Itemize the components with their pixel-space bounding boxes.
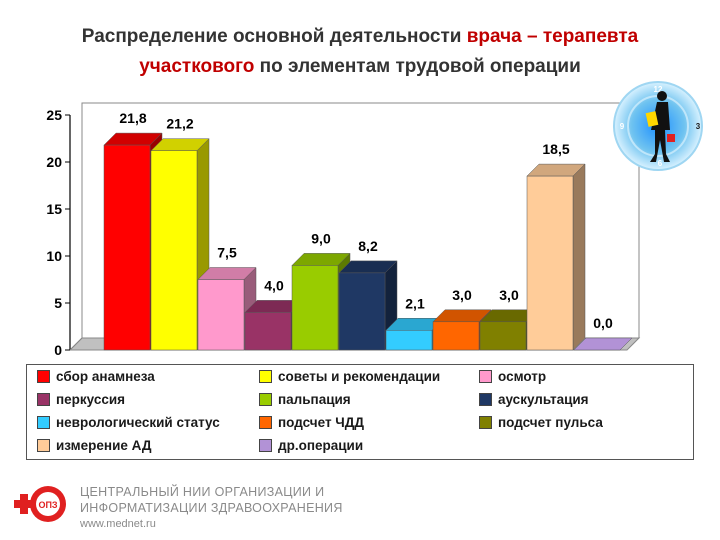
organization-name: ЦЕНТРАЛЬНЫЙ НИИ ОРГАНИЗАЦИИ И ИНФОРМАТИЗ… bbox=[80, 484, 343, 516]
legend-swatch bbox=[37, 370, 50, 383]
doctor-silhouette bbox=[645, 91, 675, 162]
title-part-4: по элементам трудовой операции bbox=[254, 56, 581, 77]
bar-value-label: 9,0 bbox=[311, 230, 331, 246]
legend-label: осмотр bbox=[498, 369, 547, 384]
website-link[interactable]: www.mednet.ru bbox=[80, 518, 156, 530]
org-line-2: ИНФОРМАТИЗАЦИИ ЗДРАВООХРАНЕНИЯ bbox=[80, 501, 343, 515]
bar bbox=[150, 150, 198, 351]
bar bbox=[103, 144, 151, 351]
bar-value-label: 21,2 bbox=[166, 116, 193, 132]
bar bbox=[526, 175, 574, 351]
legend-item: осмотр bbox=[479, 369, 546, 384]
title-part-2: врача – терапевта bbox=[466, 26, 639, 47]
legend-swatch bbox=[479, 370, 492, 383]
bar bbox=[573, 337, 633, 351]
bar bbox=[432, 321, 480, 351]
legend-swatch bbox=[37, 439, 50, 452]
clock-number-9: 9 bbox=[620, 122, 625, 131]
legend-swatch bbox=[259, 439, 272, 452]
legend-label: подсчет пульса bbox=[498, 415, 603, 430]
bar-value-label: 3,0 bbox=[499, 287, 519, 303]
legend-label: пальпация bbox=[278, 392, 351, 407]
bar-value-label: 7,5 bbox=[217, 245, 237, 261]
org-line-1: ЦЕНТРАЛЬНЫЙ НИИ ОРГАНИЗАЦИИ И bbox=[80, 485, 325, 499]
footer: ОПЗ ЦЕНТРАЛЬНЫЙ НИИ ОРГАНИЗАЦИИ И ИНФОРМ… bbox=[10, 478, 370, 536]
title-part-1: Распределение основной деятельности bbox=[81, 26, 467, 47]
legend-swatch bbox=[259, 416, 272, 429]
clock-number-12: 12 bbox=[654, 85, 663, 94]
y-tick-label: 20 bbox=[46, 154, 62, 170]
bar bbox=[338, 272, 386, 351]
y-axis-depth-line bbox=[69, 337, 83, 351]
legend-item: др.операции bbox=[259, 438, 363, 453]
legend-label: аускультация bbox=[498, 392, 589, 407]
y-tick-label: 25 bbox=[46, 107, 62, 123]
bar-side bbox=[572, 163, 586, 351]
clock-number-6: 6 bbox=[658, 159, 663, 168]
legend-swatch bbox=[259, 370, 272, 383]
logo-text: ОПЗ bbox=[38, 500, 57, 510]
y-tick-label: 10 bbox=[46, 248, 62, 264]
legend-label: неврологический статус bbox=[56, 415, 220, 430]
y-tick-label: 5 bbox=[54, 295, 62, 311]
bar bbox=[291, 265, 339, 351]
legend-label: сбор анамнеза bbox=[56, 369, 155, 384]
bar-value-label: 0,0 bbox=[593, 315, 613, 331]
clock-doctor-icon: 12 3 6 9 bbox=[613, 81, 703, 171]
bar-value-label: 8,2 bbox=[358, 238, 378, 254]
legend-label: советы и рекомендации bbox=[278, 369, 441, 384]
legend: сбор анамнеза советы и рекомендации осмотр… bbox=[26, 364, 694, 460]
legend-item: подсчет пульса bbox=[479, 415, 603, 430]
bar-value-label: 4,0 bbox=[264, 277, 284, 293]
opz-logo: ОПЗ bbox=[14, 486, 66, 522]
clock-number-3: 3 bbox=[696, 122, 701, 131]
bar-value-label: 21,8 bbox=[119, 110, 146, 126]
legend-label: измерение АД bbox=[56, 438, 152, 453]
legend-swatch bbox=[479, 416, 492, 429]
y-tick-label: 0 bbox=[54, 342, 62, 358]
legend-swatch bbox=[37, 416, 50, 429]
legend-swatch bbox=[259, 393, 272, 406]
bar-value-label: 2,1 bbox=[405, 295, 425, 311]
y-tick-label: 15 bbox=[46, 201, 62, 217]
legend-item: измерение АД bbox=[37, 438, 152, 453]
legend-item: советы и рекомендации bbox=[259, 369, 440, 384]
legend-label: др.операции bbox=[278, 438, 364, 453]
legend-swatch bbox=[479, 393, 492, 406]
bar bbox=[197, 279, 245, 351]
title-part-3: участкового bbox=[139, 56, 255, 77]
legend-item: аускультация bbox=[479, 392, 589, 407]
bar bbox=[385, 330, 433, 351]
page-title: Распределение основной деятельности врач… bbox=[0, 22, 720, 82]
legend-item: неврологический статус bbox=[37, 415, 220, 430]
bar-value-label: 18,5 bbox=[542, 141, 569, 157]
bar bbox=[479, 321, 527, 351]
bar bbox=[244, 312, 292, 351]
bar-chart: 0 5 10 15 20 25 21,8 21,2 7,5 4,0 9,0 8,2 2,1 3,0 3,0 1… bbox=[46, 102, 641, 358]
legend-item: пальпация bbox=[259, 392, 351, 407]
legend-item: подсчет ЧДД bbox=[259, 415, 364, 430]
legend-swatch bbox=[37, 393, 50, 406]
legend-label: перкуссия bbox=[56, 392, 126, 407]
legend-label: подсчет ЧДД bbox=[278, 415, 365, 430]
legend-item: перкуссия bbox=[37, 392, 125, 407]
legend-item: сбор анамнеза bbox=[37, 369, 155, 384]
bar-value-label: 3,0 bbox=[452, 287, 472, 303]
